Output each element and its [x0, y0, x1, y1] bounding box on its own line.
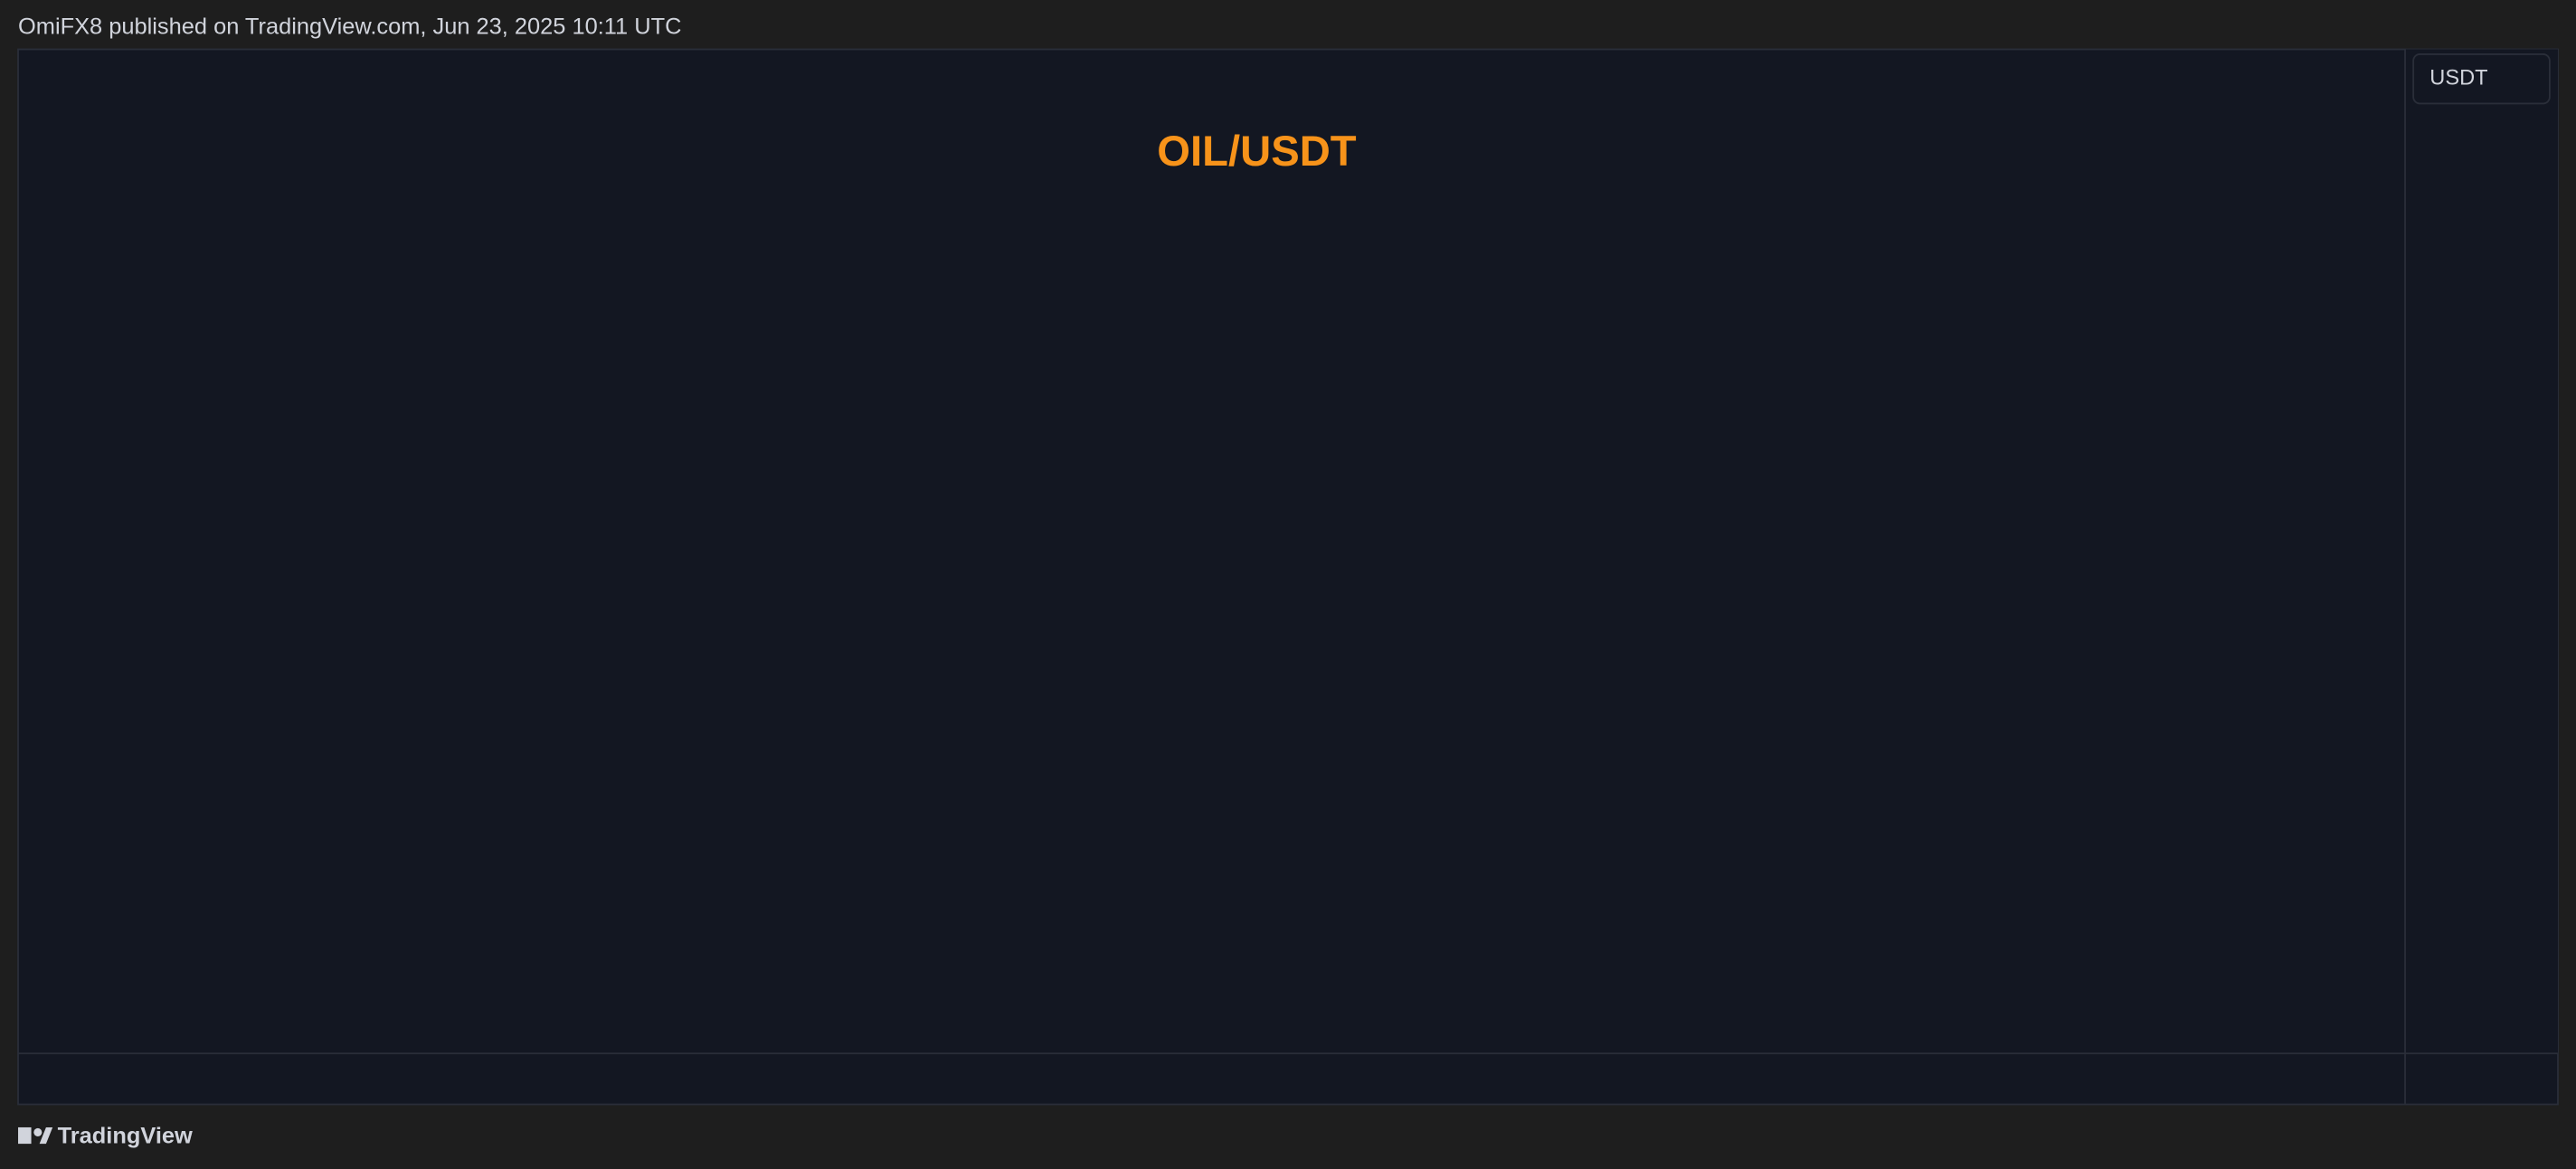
header: OmiFX8 published on TradingView.com, Jun…	[18, 14, 681, 40]
footer: TradingView	[58, 1124, 193, 1149]
chart-title: OIL/USDT	[1157, 128, 1357, 176]
currency-label[interactable]: USDT	[2429, 66, 2487, 90]
price-axis	[2405, 49, 2558, 1054]
chart-panel	[17, 48, 2559, 1106]
logo	[18, 1126, 53, 1145]
currency-button[interactable]	[2412, 53, 2551, 105]
